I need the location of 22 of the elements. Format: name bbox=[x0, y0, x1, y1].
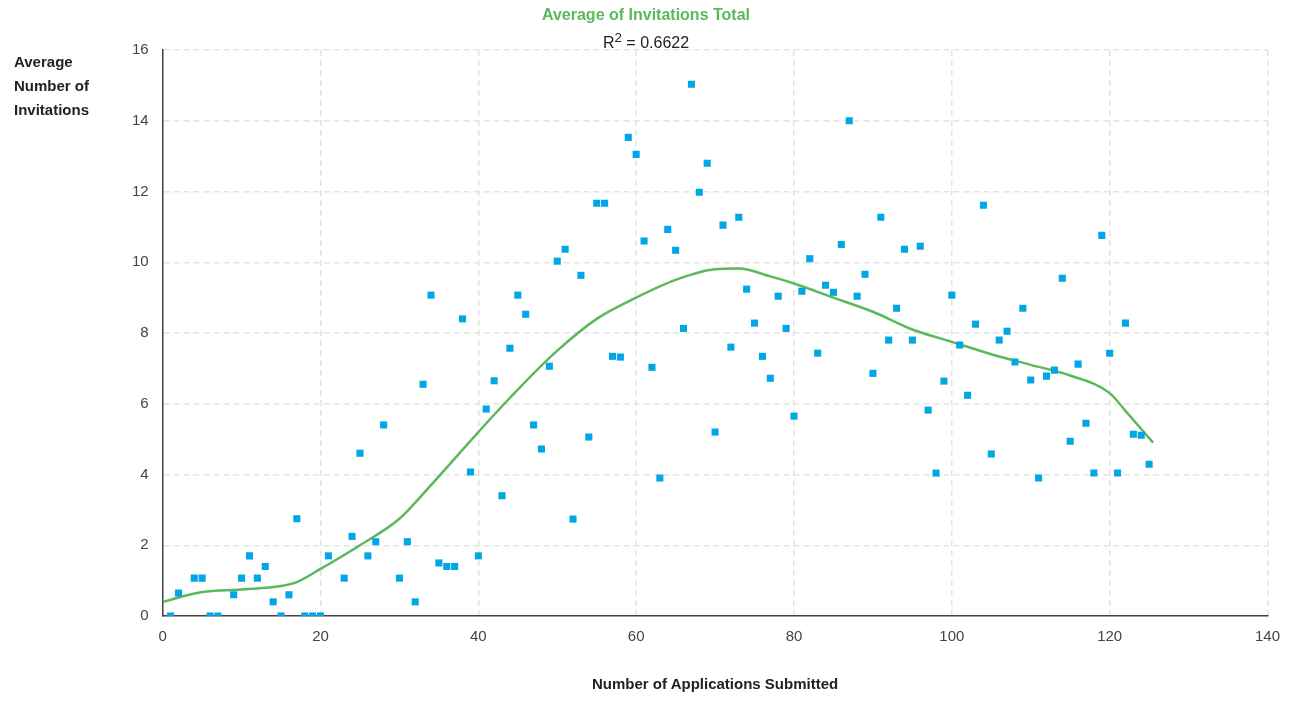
y-tick-label: 16 bbox=[132, 40, 149, 58]
y-tick-label: 12 bbox=[132, 181, 149, 199]
y-axis-title: Average Number of Invitations bbox=[14, 52, 90, 120]
x-tick-label: 120 bbox=[1097, 627, 1123, 645]
y-tick-label: 10 bbox=[132, 252, 149, 270]
x-tick-label: 0 bbox=[158, 627, 167, 645]
x-tick-label: 60 bbox=[627, 627, 645, 645]
x-tick-label: 20 bbox=[312, 627, 329, 645]
y-tick-label: 6 bbox=[140, 393, 149, 411]
x-tick-label: 80 bbox=[785, 627, 803, 645]
x-tick-label: 40 bbox=[470, 627, 487, 645]
y-tick-label: 0 bbox=[140, 606, 149, 624]
y-tick-label: 14 bbox=[132, 110, 149, 128]
line-series bbox=[162, 267, 1155, 604]
y-tick-label: 2 bbox=[140, 535, 149, 553]
x-tick-label: 100 bbox=[939, 627, 965, 645]
y-tick-label: 4 bbox=[140, 464, 149, 482]
chart-title: Average of Invitations Total bbox=[541, 6, 751, 24]
y-tick-label: 8 bbox=[140, 323, 149, 341]
x-axis-title: Number of Applications Submitted bbox=[592, 675, 839, 693]
chart-subtitle: R$^{2}$ = 0.6622 bbox=[602, 30, 690, 52]
x-tick-label: 140 bbox=[1254, 627, 1280, 645]
